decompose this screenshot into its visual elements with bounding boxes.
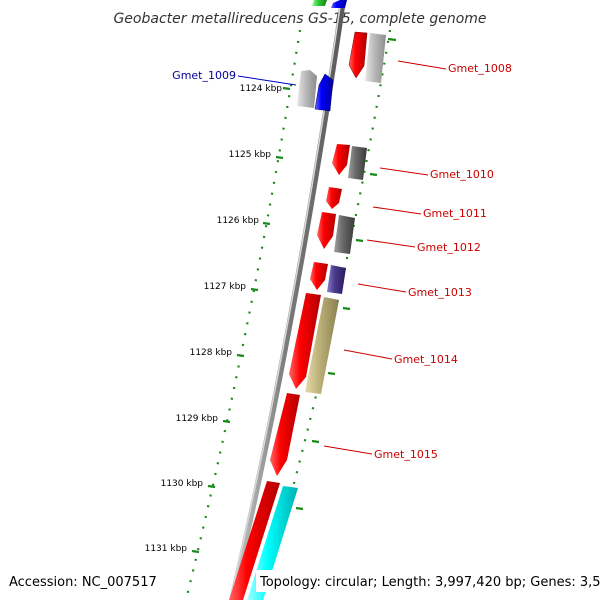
gene-gmet-1008-partner xyxy=(365,33,386,83)
inner-tick-marks xyxy=(191,86,291,554)
kbp-label: 1129 kbp xyxy=(176,414,219,424)
gene-gmet-1010-partner xyxy=(348,146,367,180)
gene-labels: Gmet_1008 Gmet_1009 Gmet_1010 Gmet_1011 … xyxy=(172,62,512,461)
footer-info-bg xyxy=(256,570,596,592)
blue-feature-top xyxy=(331,0,347,8)
kbp-labels: 1124 kbp 1125 kbp 1126 kbp 1127 kbp 1128… xyxy=(145,84,283,554)
gene-gmet-1013[interactable] xyxy=(310,262,328,290)
gene-label-gmet-1009[interactable]: Gmet_1009 xyxy=(172,69,236,82)
gene-gmet-1013-partner xyxy=(327,265,346,294)
kbp-label: 1128 kbp xyxy=(190,348,233,358)
topology-text: Topology: circular; Length: 3,997,420 bp… xyxy=(259,575,600,590)
red-feature-bottom xyxy=(229,481,280,600)
outer-tick-marks xyxy=(295,37,397,511)
leader-lines xyxy=(237,60,447,455)
gene-gmet-1009[interactable] xyxy=(314,73,334,112)
gene-gmet-1011[interactable] xyxy=(326,187,342,209)
accession-text: Accession: NC_007517 xyxy=(9,575,157,590)
inner-ruler xyxy=(184,29,302,600)
gene-label-gmet-1008[interactable]: Gmet_1008 xyxy=(448,62,512,75)
gene-label-gmet-1011[interactable]: Gmet_1011 xyxy=(423,207,487,220)
gene-label-gmet-1010[interactable]: Gmet_1010 xyxy=(430,168,494,181)
map-title: Geobacter metallireducens GS-15, complet… xyxy=(113,11,486,27)
gene-label-gmet-1015[interactable]: Gmet_1015 xyxy=(374,448,438,461)
gene-gmet-1014[interactable] xyxy=(289,293,321,389)
gene-label-gmet-1012[interactable]: Gmet_1012 xyxy=(417,241,481,254)
kbp-label: 1131 kbp xyxy=(145,544,188,554)
kbp-label: 1124 kbp xyxy=(240,84,283,94)
gene-gmet-1008[interactable] xyxy=(348,31,368,79)
kbp-label: 1126 kbp xyxy=(217,216,260,226)
gene-gmet-1012-partner xyxy=(334,215,355,254)
green-feature xyxy=(312,0,327,6)
gene-gmet-1009-gray xyxy=(297,70,317,108)
kbp-label: 1127 kbp xyxy=(204,282,247,292)
gene-gmet-1010[interactable] xyxy=(332,144,350,175)
gene-gmet-1012[interactable] xyxy=(317,212,336,249)
gene-label-gmet-1013[interactable]: Gmet_1013 xyxy=(408,286,472,299)
gene-label-gmet-1014[interactable]: Gmet_1014 xyxy=(394,353,458,366)
kbp-label: 1130 kbp xyxy=(161,479,204,489)
kbp-label: 1125 kbp xyxy=(229,150,272,160)
footer-accession-bg xyxy=(0,570,150,592)
gene-gmet-1015[interactable] xyxy=(270,393,300,476)
gene-gmet-1014-partner xyxy=(305,297,339,394)
